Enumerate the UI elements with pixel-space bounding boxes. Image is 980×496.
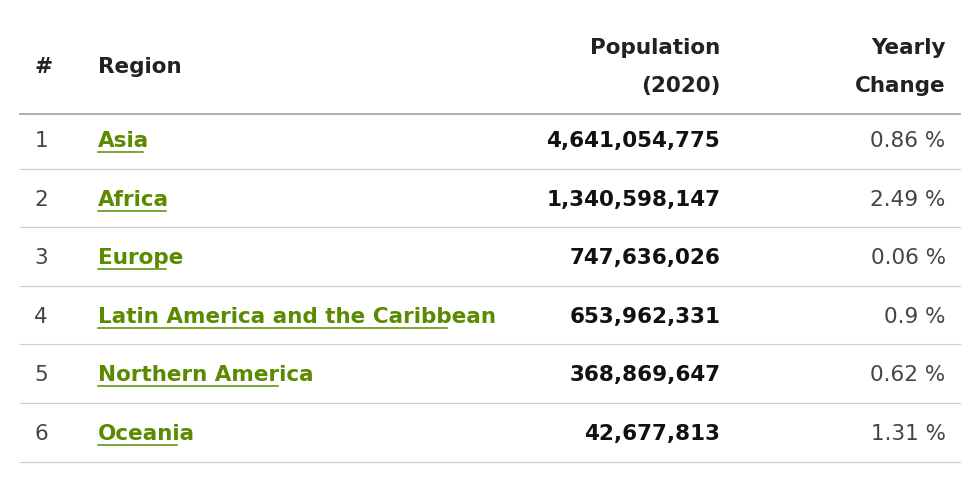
Text: Asia: Asia [98, 131, 149, 151]
Text: 1: 1 [34, 131, 48, 151]
Text: Region: Region [98, 57, 181, 77]
Text: 4,641,054,775: 4,641,054,775 [547, 131, 720, 151]
Text: 747,636,026: 747,636,026 [569, 248, 720, 268]
Text: (2020): (2020) [641, 76, 720, 96]
Text: 0.9 %: 0.9 % [884, 307, 946, 327]
Text: 653,962,331: 653,962,331 [569, 307, 720, 327]
Text: Europe: Europe [98, 248, 183, 268]
Text: 0.86 %: 0.86 % [870, 131, 946, 151]
Text: Yearly: Yearly [871, 38, 946, 58]
Text: Africa: Africa [98, 190, 170, 210]
Text: Change: Change [856, 76, 946, 96]
Text: 6: 6 [34, 424, 48, 444]
Text: Population: Population [590, 38, 720, 58]
Text: 1.31 %: 1.31 % [870, 424, 946, 444]
Text: 42,677,813: 42,677,813 [584, 424, 720, 444]
Text: 5: 5 [34, 366, 48, 385]
Text: 368,869,647: 368,869,647 [569, 366, 720, 385]
Text: 2.49 %: 2.49 % [870, 190, 946, 210]
Text: Latin America and the Caribbean: Latin America and the Caribbean [98, 307, 496, 327]
Text: 0.06 %: 0.06 % [870, 248, 946, 268]
Text: 4: 4 [34, 307, 48, 327]
Text: Northern America: Northern America [98, 366, 314, 385]
Text: 0.62 %: 0.62 % [870, 366, 946, 385]
Text: 3: 3 [34, 248, 48, 268]
Text: Oceania: Oceania [98, 424, 195, 444]
Text: #: # [34, 57, 52, 77]
Text: 1,340,598,147: 1,340,598,147 [546, 190, 720, 210]
Text: 2: 2 [34, 190, 48, 210]
